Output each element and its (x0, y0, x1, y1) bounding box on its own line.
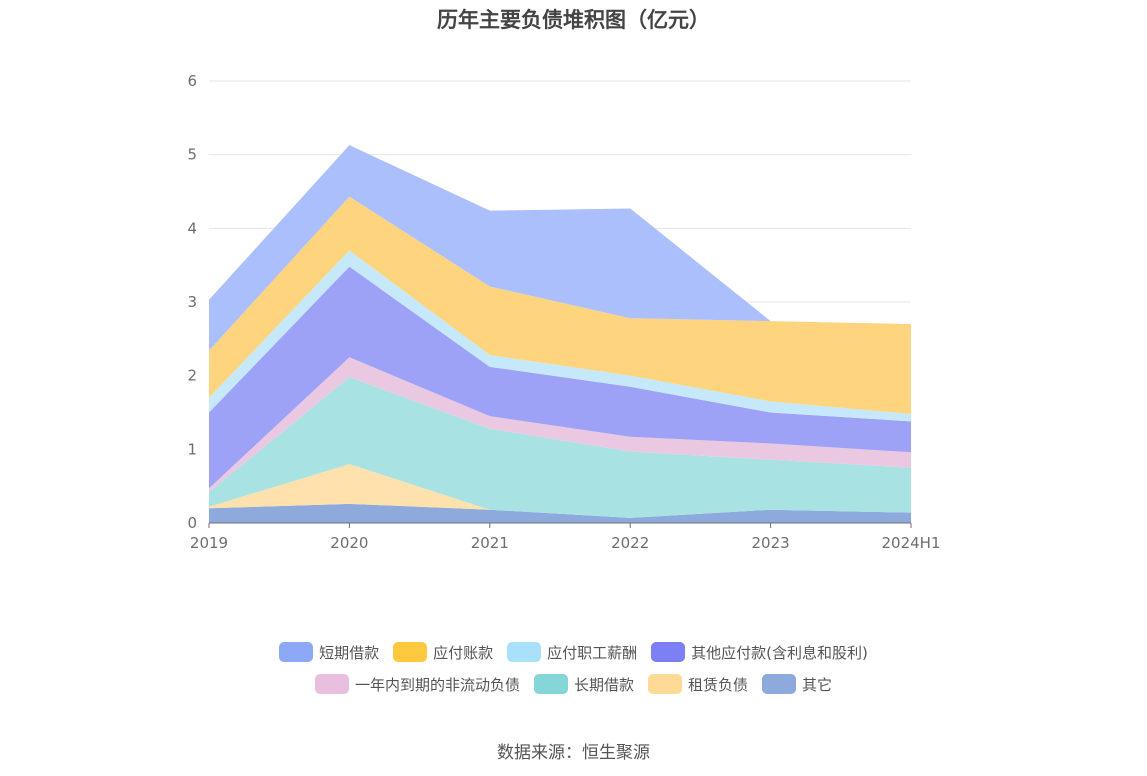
y-tick-label: 6 (187, 72, 197, 90)
legend-item[interactable]: 短期借款 (279, 642, 379, 663)
y-tick-label: 5 (187, 146, 197, 164)
y-tick-label: 2 (187, 367, 197, 385)
area-layer (209, 145, 911, 523)
legend-item[interactable]: 一年内到期的非流动负债 (314, 674, 520, 695)
y-tick-label: 0 (187, 514, 197, 532)
legend-label: 长期借款 (573, 675, 634, 694)
legend-swatch (762, 674, 797, 694)
legend-item[interactable]: 应付账款 (393, 642, 493, 663)
legend-label: 一年内到期的非流动负债 (354, 675, 520, 694)
area-series-长期借款 (209, 377, 911, 518)
x-tick-label: 2022 (611, 534, 649, 552)
legend-label: 租赁负债 (688, 675, 749, 694)
x-tick-label: 2019 (190, 534, 228, 552)
area-series-租赁负债 (209, 464, 911, 518)
legend: 短期借款 应付账款 应付职工薪酬 其他应付款(含利息和股利) 一年内到期的非流动负债 长… (0, 638, 1147, 702)
legend-swatch (533, 674, 568, 694)
legend-row-2: 一年内到期的非流动负债 长期借款 租赁负债 其它 (0, 670, 1147, 698)
legend-swatch (651, 642, 686, 662)
x-tick-label: 2021 (471, 534, 509, 552)
legend-item[interactable]: 其他应付款(含利息和股利) (651, 642, 868, 663)
x-tick-label: 2023 (752, 534, 790, 552)
x-tick-label: 2020 (330, 534, 368, 552)
area-series-其他应付款(含利息和股利) (209, 266, 911, 489)
legend-item[interactable]: 其它 (762, 674, 832, 695)
legend-swatch (648, 674, 682, 694)
axes: 0 1 2 3 4 5 6 2019 2020 2021 2022 2023 2024H1 (187, 72, 940, 552)
legend-item[interactable]: 长期借款 (533, 674, 634, 695)
legend-swatch (314, 674, 349, 694)
legend-label: 应付职工薪酬 (547, 643, 638, 662)
legend-row-1: 短期借款 应付账款 应付职工薪酬 其他应付款(含利息和股利) (0, 638, 1147, 666)
legend-swatch (279, 642, 314, 662)
data-source: 数据来源：恒生聚源 (497, 743, 650, 763)
legend-label: 其它 (802, 675, 833, 694)
legend-label: 其他应付款(含利息和股利) (691, 643, 868, 662)
y-tick-label: 4 (187, 219, 197, 237)
legend-swatch (507, 642, 542, 662)
area-series-其它 (209, 503, 911, 523)
legend-label: 应付账款 (433, 643, 494, 662)
y-tick-label: 1 (187, 440, 197, 458)
legend-swatch (393, 642, 428, 662)
area-series-短期借款 (209, 145, 911, 351)
legend-item[interactable]: 租赁负债 (648, 674, 748, 695)
legend-label: 短期借款 (319, 643, 380, 662)
chart-title: 历年主要负债堆积图（亿元） (437, 8, 710, 32)
stacked-area-chart: 0 1 2 3 4 5 6 2019 2020 2021 2022 2023 2024H1 (187, 72, 940, 552)
legend-item[interactable]: 应付职工薪酬 (507, 642, 637, 663)
x-tick-label: 2024H1 (882, 534, 941, 552)
y-tick-label: 3 (187, 293, 197, 311)
area-series-应付账款 (209, 196, 911, 414)
